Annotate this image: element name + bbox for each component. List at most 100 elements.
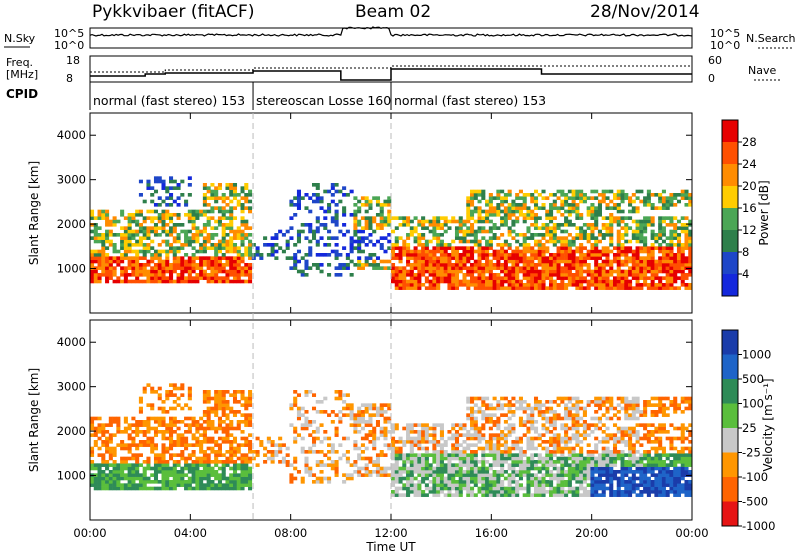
echo-cell — [507, 476, 512, 481]
echo-cell — [142, 460, 147, 464]
echo-cell — [552, 286, 557, 290]
echo-cell — [545, 450, 550, 454]
echo-cell — [391, 216, 396, 220]
echo-cell — [368, 223, 373, 227]
echo-cell — [533, 493, 539, 497]
echo-cell — [248, 206, 253, 210]
echo-cell — [537, 483, 542, 487]
echo-cell — [454, 276, 460, 280]
echo-cell — [552, 283, 557, 287]
echo-cell — [90, 446, 95, 451]
echo-cell — [522, 246, 527, 250]
echo-cell — [232, 236, 238, 240]
echo-cell — [202, 269, 207, 274]
echo-cell — [507, 209, 512, 214]
echo-cell — [549, 286, 554, 290]
echo-cell — [161, 213, 166, 217]
echo-cell — [688, 243, 693, 247]
echo-cell — [127, 236, 132, 240]
echo-cell — [616, 436, 621, 441]
echo-cell — [439, 423, 444, 427]
echo-cell — [564, 446, 569, 451]
echo-cell — [150, 486, 155, 491]
echo-cell — [176, 259, 181, 264]
echo-cell — [556, 440, 561, 444]
echo-cell — [552, 266, 557, 270]
echo-cell — [530, 493, 535, 497]
echo-cell — [507, 410, 512, 414]
echo-cell — [676, 246, 682, 250]
echo-cell — [488, 196, 493, 200]
echo-cell — [349, 473, 354, 477]
echo-cell — [206, 423, 211, 427]
echo-cell — [503, 486, 508, 491]
echo-cell — [549, 440, 554, 444]
echo-cell — [93, 253, 98, 257]
echo-cell — [635, 279, 640, 284]
echo-cell — [631, 276, 636, 280]
echo-cell — [575, 453, 580, 457]
echo-cell — [628, 279, 633, 284]
echo-cell — [549, 460, 554, 464]
echo-cell — [447, 483, 452, 487]
echo-cell — [210, 406, 215, 411]
echo-cell — [240, 393, 245, 397]
echo-cell — [609, 239, 614, 244]
echo-cell — [432, 453, 437, 457]
nsearch-label: N.Search — [746, 32, 796, 45]
echo-cell — [500, 216, 505, 220]
echo-cell — [417, 446, 422, 451]
echo-cell — [436, 226, 441, 230]
echo-cell — [108, 420, 113, 424]
echo-cell — [165, 196, 170, 200]
echo-cell — [240, 203, 245, 207]
echo-cell — [127, 216, 132, 220]
echo-cell — [191, 473, 196, 477]
echo-cell — [315, 480, 320, 484]
echo-cell — [330, 410, 335, 414]
echo-cell — [368, 420, 373, 424]
echo-cell — [229, 393, 234, 397]
echo-cell — [586, 206, 591, 210]
echo-cell — [571, 403, 576, 407]
echo-cell — [684, 256, 689, 260]
echo-cell — [654, 283, 659, 287]
echo-cell — [545, 473, 550, 477]
echo-cell — [357, 256, 362, 260]
echo-cell — [142, 229, 147, 234]
echo-cell — [488, 493, 493, 497]
echo-cell — [518, 450, 523, 454]
echo-cell — [590, 213, 595, 217]
echo-cell — [496, 463, 501, 467]
echo-cell — [447, 253, 452, 257]
echo-cell — [360, 456, 365, 461]
echo-cell — [195, 213, 200, 217]
echo-cell — [654, 259, 659, 264]
echo-cell — [594, 279, 599, 284]
echo-cell — [120, 213, 125, 217]
echo-cell — [169, 193, 174, 197]
echo-cell — [214, 470, 219, 474]
echo-cell — [296, 410, 301, 414]
echo-cell — [112, 233, 117, 237]
echo-cell — [338, 410, 343, 414]
echo-cell — [549, 420, 554, 424]
echo-cell — [221, 269, 226, 274]
echo-cell — [436, 256, 441, 260]
echo-cell — [90, 256, 95, 260]
echo-cell — [616, 426, 621, 431]
echo-cell — [161, 480, 166, 484]
echo-cell — [304, 466, 309, 471]
echo-cell — [357, 446, 362, 451]
echo-cell — [496, 236, 501, 240]
echo-cell — [169, 246, 174, 250]
echo-cell — [485, 213, 490, 217]
echo-cell — [172, 443, 177, 447]
echo-cell — [90, 229, 95, 234]
echo-cell — [202, 410, 207, 414]
echo-cell — [556, 266, 561, 270]
echo-cell — [338, 456, 343, 461]
echo-cell — [635, 196, 640, 200]
echo-cell — [560, 279, 565, 284]
echo-cell — [217, 276, 222, 280]
